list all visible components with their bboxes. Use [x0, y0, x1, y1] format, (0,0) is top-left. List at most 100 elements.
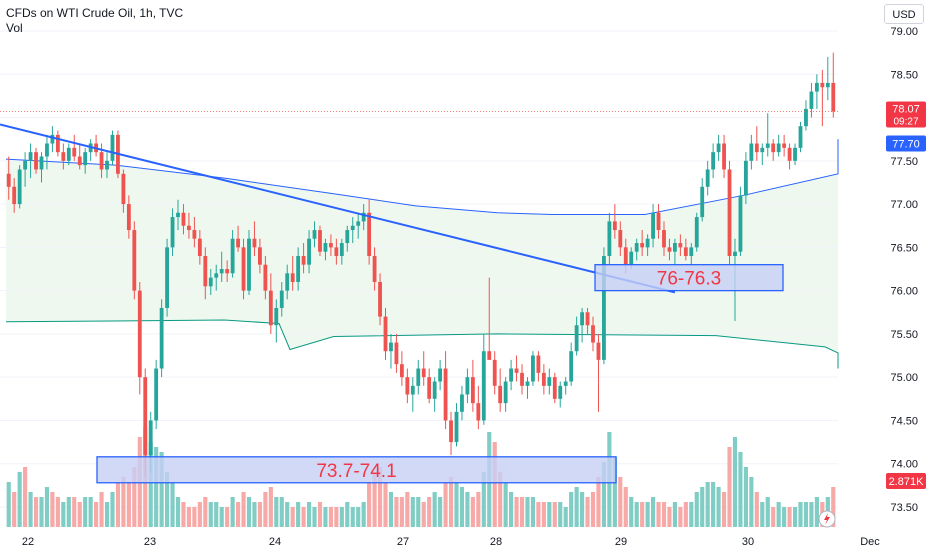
support-zones[interactable]: 76-76.3 73.7-74.1	[96, 264, 784, 484]
candle[interactable]	[481, 333, 486, 425]
candle[interactable]	[394, 333, 399, 373]
candle[interactable]	[399, 351, 404, 386]
candle[interactable]	[754, 126, 759, 161]
candle[interactable]	[23, 152, 28, 187]
candle[interactable]	[230, 230, 235, 278]
candle[interactable]	[662, 221, 666, 257]
candle[interactable]	[651, 204, 655, 248]
candle[interactable]	[787, 143, 792, 170]
candle[interactable]	[591, 316, 595, 352]
candle[interactable]	[580, 307, 584, 343]
candle[interactable]	[45, 134, 49, 170]
trendline[interactable]	[0, 123, 676, 294]
candle[interactable]	[804, 100, 808, 131]
candle[interactable]	[449, 411, 453, 456]
candle[interactable]	[443, 351, 448, 430]
candle[interactable]	[405, 368, 410, 404]
candle[interactable]	[743, 152, 748, 205]
support-zone[interactable]: 76-76.3	[594, 264, 784, 292]
candle[interactable]	[176, 199, 180, 231]
candle[interactable]	[465, 368, 470, 404]
candle[interactable]	[640, 230, 645, 257]
candle[interactable]	[214, 264, 219, 291]
candle[interactable]	[219, 251, 224, 282]
candle[interactable]	[569, 342, 574, 386]
candle[interactable]	[203, 247, 208, 300]
candle[interactable]	[722, 134, 726, 179]
candle[interactable]	[503, 377, 508, 412]
candle[interactable]	[700, 178, 705, 222]
candle[interactable]	[72, 134, 77, 161]
candle[interactable]	[50, 126, 55, 153]
candle[interactable]	[367, 199, 372, 265]
candle[interactable]	[541, 364, 546, 395]
candle[interactable]	[438, 359, 443, 391]
candle[interactable]	[307, 230, 311, 274]
candle[interactable]	[656, 204, 661, 239]
candle[interactable]	[509, 359, 514, 391]
candle[interactable]	[121, 169, 126, 213]
candle[interactable]	[563, 377, 568, 395]
candle[interactable]	[77, 143, 82, 170]
candle[interactable]	[6, 156, 11, 200]
candle[interactable]	[334, 238, 339, 265]
candle[interactable]	[814, 74, 819, 109]
candle[interactable]	[187, 212, 191, 239]
candle[interactable]	[689, 243, 694, 265]
candle[interactable]	[28, 143, 33, 179]
candle[interactable]	[667, 238, 672, 261]
candle[interactable]	[765, 113, 770, 157]
candle[interactable]	[705, 160, 710, 196]
candle[interactable]	[487, 277, 492, 360]
candles[interactable]	[6, 52, 836, 477]
candle[interactable]	[460, 385, 464, 421]
candle[interactable]	[645, 234, 650, 257]
candle[interactable]	[110, 130, 115, 166]
candle[interactable]	[421, 351, 426, 386]
candle[interactable]	[634, 238, 639, 261]
candle[interactable]	[585, 307, 590, 334]
candle[interactable]	[301, 243, 306, 274]
candle[interactable]	[673, 238, 677, 265]
candle[interactable]	[137, 281, 142, 395]
candle[interactable]	[105, 152, 109, 179]
candle[interactable]	[547, 368, 552, 395]
candle[interactable]	[181, 204, 186, 235]
candle[interactable]	[820, 69, 825, 127]
candle[interactable]	[410, 377, 415, 412]
candle[interactable]	[776, 134, 781, 157]
candle[interactable]	[760, 143, 765, 166]
candle[interactable]	[55, 130, 60, 157]
candle[interactable]	[247, 230, 251, 295]
candle[interactable]	[378, 273, 382, 326]
candle[interactable]	[285, 264, 290, 300]
candle[interactable]	[476, 385, 481, 430]
candle[interactable]	[66, 143, 71, 166]
candle[interactable]	[154, 359, 159, 430]
support-zone[interactable]: 73.7-74.1	[96, 456, 617, 484]
candle[interactable]	[427, 368, 432, 404]
candle[interactable]	[520, 364, 524, 395]
candle[interactable]	[694, 212, 699, 252]
candle[interactable]	[383, 307, 388, 360]
candle[interactable]	[356, 212, 361, 239]
candle[interactable]	[831, 52, 836, 118]
candle[interactable]	[170, 208, 175, 257]
candle[interactable]	[318, 225, 322, 257]
candle[interactable]	[17, 165, 22, 209]
candle[interactable]	[525, 377, 530, 399]
candle[interactable]	[552, 372, 557, 404]
candle[interactable]	[596, 333, 601, 412]
candle[interactable]	[132, 221, 137, 300]
candle[interactable]	[574, 316, 579, 356]
candle[interactable]	[61, 143, 66, 170]
candle[interactable]	[328, 234, 333, 257]
candle[interactable]	[782, 134, 787, 157]
candle[interactable]	[252, 221, 257, 257]
candle[interactable]	[798, 121, 803, 153]
candle[interactable]	[809, 82, 814, 118]
candle[interactable]	[290, 256, 295, 291]
candle[interactable]	[432, 377, 437, 412]
